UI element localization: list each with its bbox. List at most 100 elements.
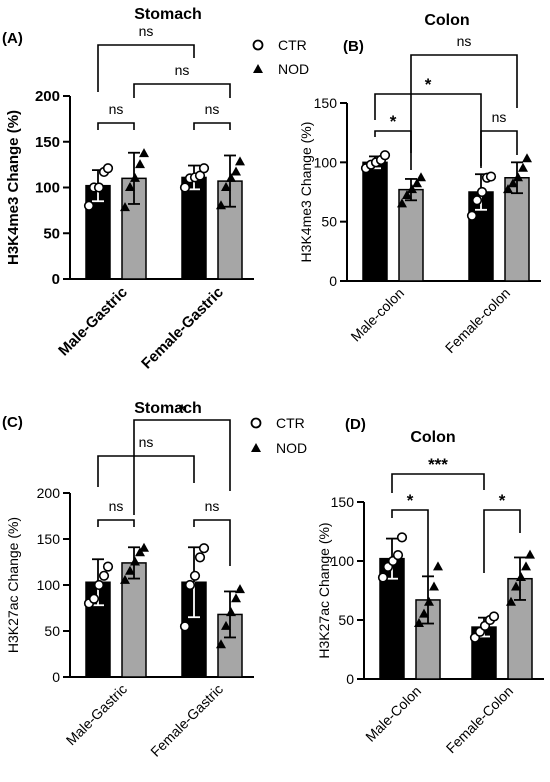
- legend-bottom: CTR NOD: [250, 415, 307, 456]
- panel-label-a: (A): [2, 30, 23, 47]
- y-axis-title: H3K4me3 Change (%): [5, 110, 22, 265]
- data-point-nod: [429, 581, 439, 591]
- data-point-nod: [139, 542, 149, 552]
- y-tick-label: 0: [346, 671, 354, 687]
- legend-nod-marker: [253, 64, 263, 73]
- legend-ctr-label-2: CTR: [276, 415, 305, 431]
- y-axis-title: H3K27ac Change (%): [316, 522, 332, 658]
- legend-ctr-marker: [252, 39, 264, 51]
- data-point-nod: [120, 202, 130, 212]
- data-point-nod: [135, 547, 145, 557]
- y-tick-label: 150: [37, 531, 61, 547]
- data-point-ctr: [179, 182, 191, 193]
- significance-bracket: [483, 509, 521, 573]
- significance-label: ns: [175, 62, 190, 78]
- data-point-nod: [135, 159, 145, 169]
- data-point-nod: [516, 572, 526, 582]
- y-tick-label: 50: [43, 225, 60, 242]
- bar-nod: [504, 177, 530, 282]
- x-category-label: Female-Gastric: [147, 681, 226, 760]
- significance-bracket: [193, 519, 231, 566]
- data-point-ctr: [476, 186, 488, 198]
- y-tick-label: 150: [35, 134, 60, 151]
- panel-label-d: (D): [345, 416, 366, 433]
- x-category-label: Female-Gastric: [138, 284, 227, 373]
- data-point-ctr: [83, 200, 95, 211]
- data-point-nod: [508, 178, 518, 188]
- data-point-nod: [231, 593, 241, 603]
- data-point-nod: [120, 574, 130, 584]
- data-point-nod: [419, 608, 429, 618]
- data-point-ctr: [93, 182, 105, 193]
- data-point-nod: [130, 172, 140, 182]
- significance-label: ns: [205, 101, 220, 117]
- y-tick-label: 0: [329, 273, 337, 289]
- plot-c: 0 50 100 150 200 H3K27ac Change (%) Male-Gastr…: [5, 401, 254, 760]
- x-category-label: Female-Colon: [443, 683, 516, 756]
- y-tick-label: 150: [314, 95, 338, 111]
- legend-top: CTR NOD: [252, 37, 309, 77]
- legend-nod-marker-2: [251, 443, 261, 452]
- significance-bracket: [97, 122, 135, 130]
- data-point-nod: [139, 148, 149, 158]
- y-tick-label: 150: [331, 494, 355, 510]
- x-category-label: Male-Gastric: [55, 284, 131, 360]
- y-tick-label: 0: [52, 271, 60, 288]
- plot-a: 0 50 100 150 200 H3K4me3 Change (%) Male-Gastr…: [5, 23, 254, 372]
- data-point-ctr: [466, 210, 478, 221]
- data-point-ctr: [392, 549, 404, 561]
- significance-label: *: [179, 401, 186, 420]
- panel-title-c: Stomach: [134, 400, 202, 417]
- y-tick-label: 0: [52, 669, 60, 685]
- data-point-ctr: [102, 163, 114, 174]
- data-point-nod: [522, 153, 532, 163]
- x-category-label: Female-colon: [442, 285, 513, 356]
- data-point-ctr: [98, 570, 110, 581]
- data-point-ctr: [189, 570, 201, 581]
- y-tick-label: 100: [35, 180, 60, 197]
- y-tick-label: 200: [37, 485, 61, 501]
- significance-label: ns: [205, 498, 220, 514]
- data-point-nod: [506, 596, 516, 606]
- plot-d: 0 50 100 150 H3K27ac Change (%) Male-Colon Fem…: [316, 455, 544, 756]
- significance-bracket: [97, 44, 195, 92]
- significance-label: ns: [139, 434, 154, 450]
- significance-label: *: [390, 112, 397, 131]
- significance-bracket: [133, 83, 231, 98]
- significance-bracket: [97, 455, 195, 487]
- bar-ctr: [181, 176, 207, 280]
- data-point-ctr: [198, 163, 210, 174]
- data-point-ctr: [88, 593, 100, 604]
- data-point-nod: [407, 184, 417, 194]
- data-point-ctr: [198, 543, 210, 554]
- data-point-nod: [503, 184, 513, 194]
- data-point-ctr: [488, 611, 500, 622]
- panel-label-b: (B): [343, 38, 364, 55]
- data-point-nod: [416, 172, 426, 182]
- data-point-ctr: [377, 572, 389, 583]
- significance-bracket: [193, 122, 231, 130]
- y-tick-label: 100: [331, 553, 355, 569]
- significance-label: ns: [492, 109, 507, 125]
- legend-ctr-label: CTR: [278, 37, 307, 53]
- data-point-nod: [424, 596, 434, 606]
- legend-nod-label: NOD: [278, 61, 309, 77]
- data-point-ctr: [93, 579, 105, 591]
- significance-bracket: [97, 519, 135, 527]
- y-axis-title: H3K27ac Change (%): [5, 517, 21, 653]
- significance-label: ns: [457, 33, 472, 49]
- data-point-ctr: [179, 621, 191, 632]
- data-point-ctr: [184, 579, 196, 591]
- data-point-ctr: [471, 195, 483, 206]
- panel-title-b: Colon: [424, 12, 469, 29]
- data-point-nod: [412, 178, 422, 188]
- data-point-nod: [231, 166, 241, 176]
- y-tick-label: 50: [321, 214, 337, 230]
- x-category-label: Male-colon: [347, 285, 407, 345]
- data-point-nod: [130, 556, 140, 566]
- y-axis-title: H3K4me3 Change (%): [298, 122, 314, 263]
- data-point-nod: [525, 549, 535, 559]
- data-point-nod: [221, 182, 231, 191]
- data-point-nod: [511, 581, 521, 591]
